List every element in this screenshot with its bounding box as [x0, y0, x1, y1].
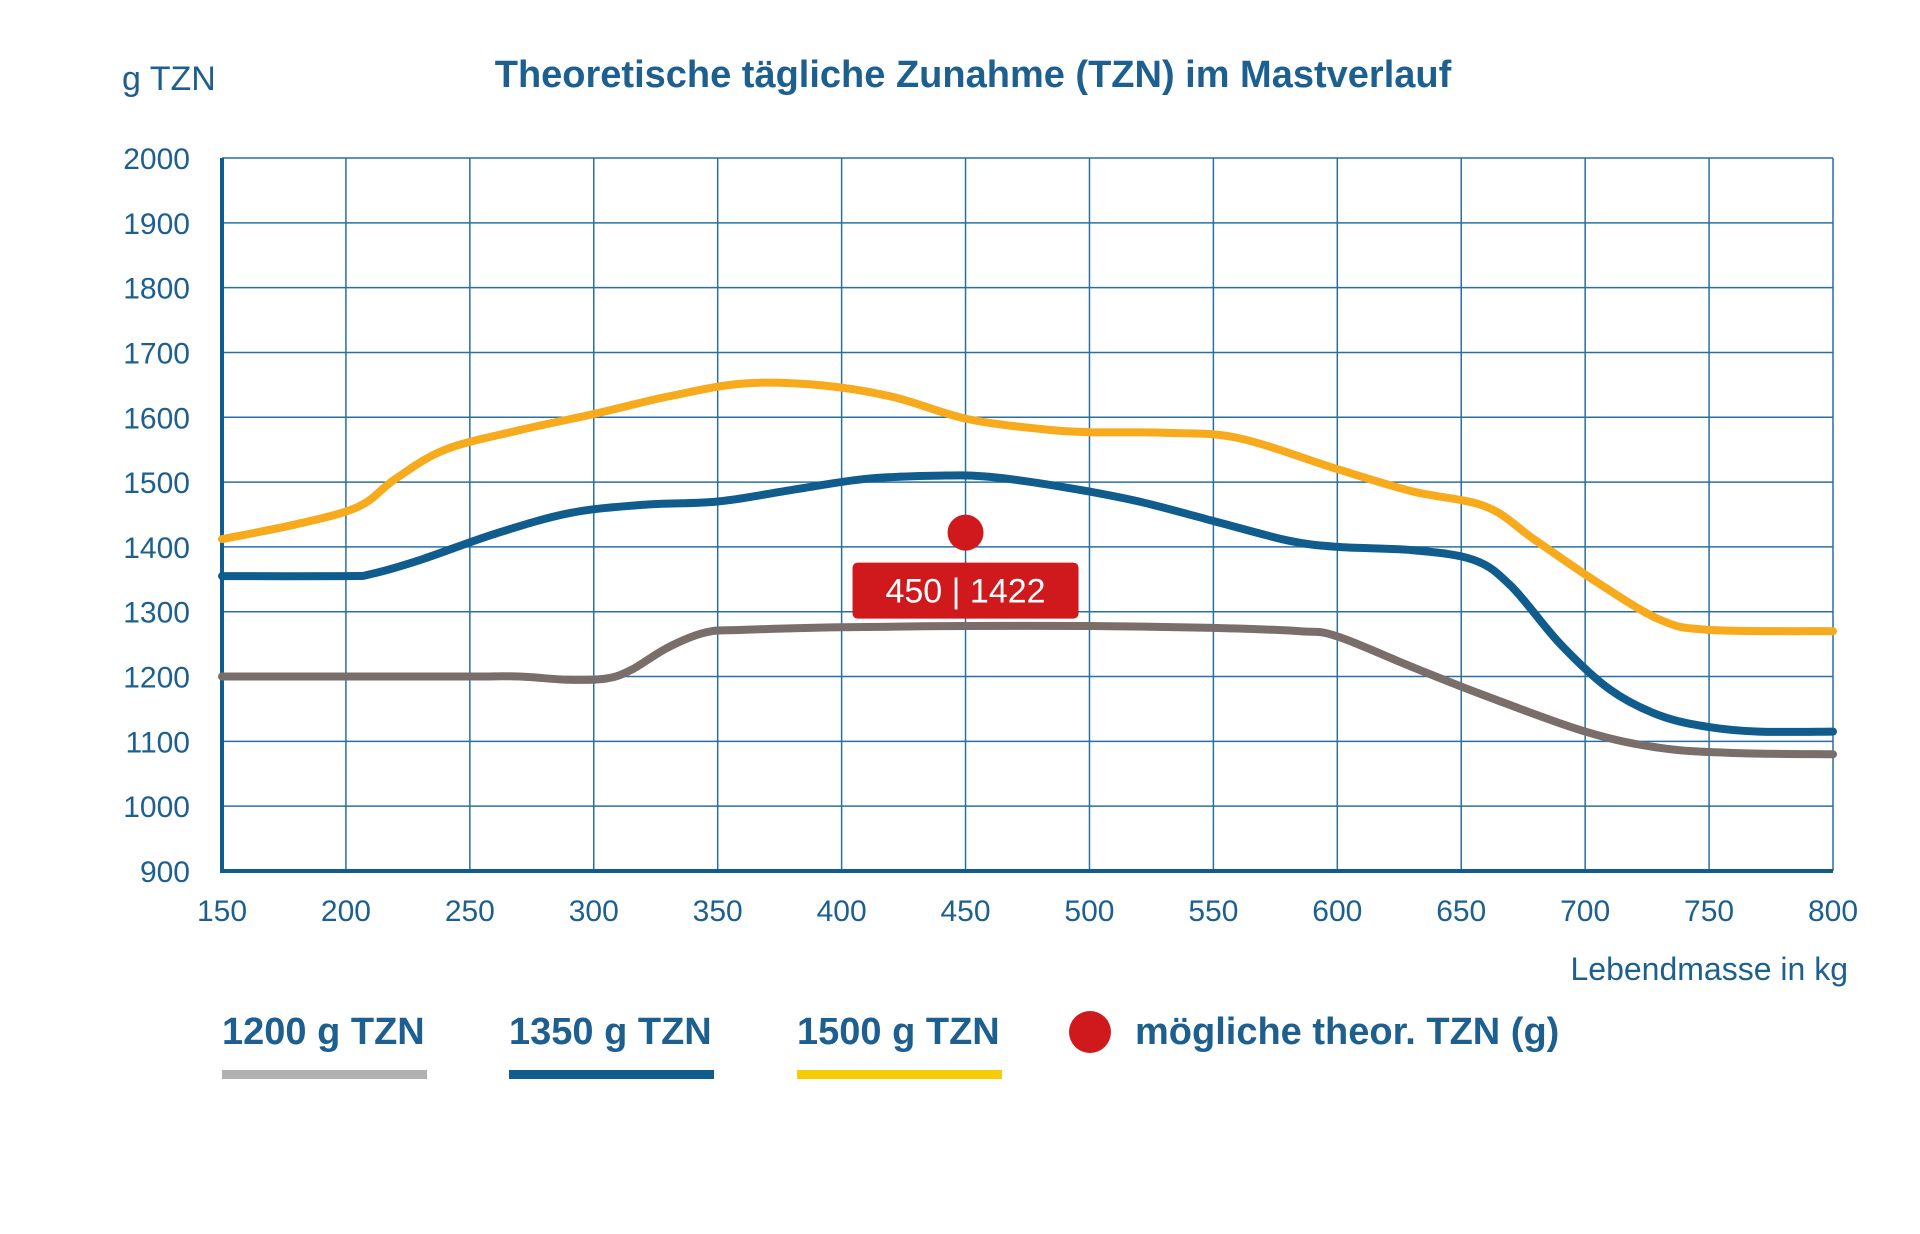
- x-tick-label-800: 800: [1808, 895, 1858, 928]
- x-tick-label-500: 500: [1064, 895, 1114, 928]
- y-tick-label-1200: 1200: [123, 662, 190, 695]
- x-tick-label-600: 600: [1312, 895, 1362, 928]
- x-tick-label-150: 150: [197, 895, 247, 928]
- y-axis-label: g TZN: [122, 60, 216, 98]
- x-tick-label-400: 400: [817, 895, 867, 928]
- x-axis-label: Lebendmasse in kg: [1570, 951, 1848, 987]
- y-tick-label-1700: 1700: [123, 337, 190, 370]
- marker-callout-label: 450 | 1422: [885, 573, 1045, 611]
- y-tick-label-1800: 1800: [123, 273, 190, 306]
- x-tick-label-250: 250: [445, 895, 495, 928]
- y-tick-label-1600: 1600: [123, 402, 190, 435]
- x-tick-label-450: 450: [941, 895, 991, 928]
- marker-group: 450 | 1422: [852, 514, 1079, 619]
- series-line-1350-g-tzn: [218, 471, 1837, 736]
- y-tick-label-1500: 1500: [123, 467, 190, 500]
- marker-callout-box: [852, 562, 1079, 619]
- series-line-1200-g-tzn: [218, 621, 1837, 759]
- y-tick-label-2000: 2000: [123, 143, 190, 176]
- series-line-1500-g-tzn: [218, 378, 1837, 636]
- chart-title: Theoretische tägliche Zunahme (TZN) im M…: [495, 54, 1452, 96]
- x-axis-ticks: 150 200 250 300 350 400 450 500 550 600 650 700 750 8…: [197, 895, 1858, 928]
- x-tick-label-350: 350: [693, 895, 743, 928]
- x-tick-label-200: 200: [321, 895, 371, 928]
- marker-point: [947, 514, 984, 551]
- legend-label-marker: mögliche theor. TZN (g): [1135, 1011, 1559, 1053]
- axes: [220, 158, 1833, 873]
- series-group: [218, 378, 1837, 759]
- legend-swatch-1200-g-tzn: [222, 1070, 427, 1079]
- legend-swatch-1500-g-tzn: [797, 1070, 1002, 1079]
- x-tick-label-550: 550: [1188, 895, 1238, 928]
- y-axis-ticks: 2000 1900 1800 1700 1600 1500 1400 1300 1200 1100…: [123, 143, 190, 889]
- y-tick-label-1900: 1900: [123, 208, 190, 241]
- x-tick-label-300: 300: [569, 895, 619, 928]
- legend-label-1350-g-tzn: 1350 g TZN: [509, 1011, 712, 1053]
- legend-swatch-1350-g-tzn: [509, 1070, 714, 1079]
- legend-marker-dot: [1069, 1011, 1111, 1053]
- x-tick-label-750: 750: [1684, 895, 1734, 928]
- y-tick-label-1400: 1400: [123, 532, 190, 565]
- y-tick-label-1300: 1300: [123, 597, 190, 630]
- legend: 1200 g TZN 1350 g TZN 1500 g TZN mögliche t…: [222, 1011, 1559, 1079]
- legend-label-1200-g-tzn: 1200 g TZN: [222, 1011, 425, 1053]
- y-tick-label-1000: 1000: [123, 791, 190, 824]
- y-tick-label-1100: 1100: [125, 726, 190, 759]
- legend-label-1500-g-tzn: 1500 g TZN: [797, 1011, 1000, 1053]
- x-tick-label-650: 650: [1436, 895, 1486, 928]
- y-tick-label-900: 900: [140, 856, 190, 889]
- x-tick-label-700: 700: [1560, 895, 1610, 928]
- grid: [221, 157, 1834, 872]
